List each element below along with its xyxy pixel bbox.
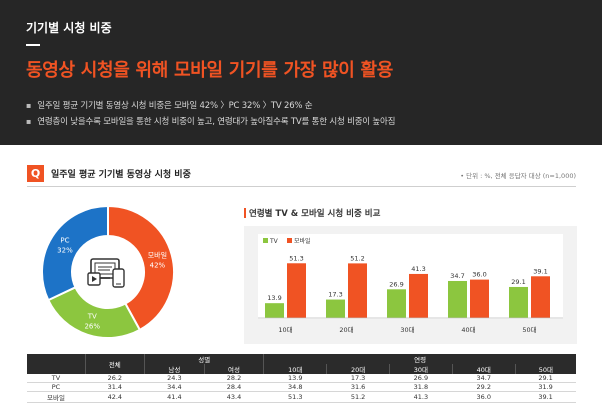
table-cell: 26.2 (85, 374, 145, 383)
bar-data-label: 51.2 (350, 254, 364, 262)
legend-swatch (263, 238, 268, 243)
legend-swatch (287, 238, 292, 243)
bar-tv (265, 303, 284, 318)
donut-slice-name: TV (87, 313, 97, 321)
table-cell: 34.8 (263, 382, 327, 392)
table-sub-header: 30대 (388, 364, 453, 374)
header-divider (26, 44, 40, 46)
x-tick-label: 30대 (400, 326, 414, 334)
bar-data-label: 13.9 (267, 294, 281, 302)
table-row-label: PC (27, 382, 85, 392)
question-badge: Q (27, 165, 44, 182)
donut-slice-0 (107, 204, 175, 332)
bar-tv (387, 289, 406, 318)
donut-slice-label: 32% (57, 247, 73, 255)
bar-data-label: 36.0 (472, 271, 486, 279)
table-cell: 31.4 (85, 382, 145, 392)
age-bar-chart: TV 모바일 13.9 51.3 10대 17.3 51.2 20대 26.9 41.3 30대 34… (244, 226, 577, 344)
table-cell: 31.8 (389, 382, 453, 392)
question-title: 일주일 평균 기기별 동영상 시청 비중 (51, 170, 191, 180)
table-sub-header-row: 남성 여성 10대 20대 30대 40대 50대 (27, 364, 576, 374)
table-row: PC 31.4 34.4 28.4 34.8 31.6 31.8 29.2 31.9 (27, 382, 576, 392)
table-cell: 29.2 (452, 382, 516, 392)
table-cell: 28.4 (204, 382, 264, 392)
table-cell: 29.1 (515, 374, 576, 383)
page-title: 동영상 시청을 위해 모바일 기기를 가장 많이 활용 (26, 60, 393, 81)
bar-mobile (409, 273, 428, 318)
table-cell: 31.9 (515, 382, 576, 392)
table-sub-header: 20대 (326, 364, 390, 374)
bar-data-label: 41.3 (411, 265, 425, 273)
table-cell: 36.0 (452, 391, 516, 403)
bar-mobile (348, 263, 367, 318)
bar-mobile (531, 276, 550, 318)
bar-data-label: 26.9 (389, 280, 403, 288)
section-divider (27, 186, 576, 187)
x-tick-label: 50대 (522, 326, 536, 334)
table-cell: 17.3 (326, 374, 390, 383)
table-cell: 41.3 (389, 391, 453, 403)
chart-title-marker (244, 208, 246, 218)
table-cell: 26.9 (389, 374, 453, 383)
devices-icon (87, 258, 125, 288)
share-table: 전체 성별 연령 남성 여성 10대 20대 30대 40대 50대 TV 26.… (27, 354, 576, 403)
unit-note: • 단위 : %, 전체 응답자 대상 (n=1,000) (460, 172, 576, 180)
bar-tv (448, 280, 467, 318)
legend-label: 모바일 (294, 237, 311, 245)
bar-tv (326, 299, 345, 318)
bar-data-label: 34.7 (450, 272, 464, 280)
x-tick-label: 10대 (278, 326, 292, 334)
table-cell: 42.4 (85, 391, 145, 403)
donut-slice-name: PC (60, 237, 69, 245)
table-sub-header: 40대 (451, 364, 516, 374)
donut-slice-2 (41, 204, 109, 302)
table-row-label: 모바일 (27, 391, 85, 403)
device-share-donut-chart: 모바일 42% TV 26% PC 32% (41, 204, 175, 339)
table-cell: 43.4 (204, 391, 264, 403)
bar-data-label: 51.3 (289, 254, 303, 262)
bar-mobile (470, 279, 489, 318)
summary-list: 일주일 평균 기기별 동영상 시청 비중은 모바일 42% 〉PC 32% 〉T… (26, 98, 395, 130)
x-tick-label: 20대 (339, 326, 353, 334)
bar-chart-title: 연령별 TV & 모바일 시청 비중 비교 (249, 209, 381, 219)
x-tick-label: 40대 (461, 326, 475, 334)
table-row-label: TV (27, 374, 85, 383)
table-group-header-row: 전체 성별 연령 (27, 354, 576, 374)
donut-slice-label: 26% (84, 323, 100, 331)
bar-data-label: 17.3 (328, 291, 342, 299)
bar-data-label: 39.1 (533, 267, 547, 275)
header-panel: 기기별 시청 비중 동영상 시청을 위해 모바일 기기를 가장 많이 활용 일주… (0, 0, 602, 145)
table-cell: 31.6 (326, 382, 390, 392)
table-cell: 39.1 (515, 391, 576, 403)
table-cell: 41.4 (144, 391, 205, 403)
summary-item: 연령층이 낮을수록 모바일을 통한 시청 비중이 높고, 연령대가 높아질수록 … (26, 114, 395, 130)
table-cell: 34.4 (144, 382, 205, 392)
table-cell: 24.3 (144, 374, 205, 383)
table-header-age: 연령 (263, 354, 576, 364)
section-label: 기기별 시청 비중 (26, 21, 112, 35)
table-cell: 13.9 (263, 374, 327, 383)
table-row: 모바일 42.4 41.4 43.4 51.3 51.2 41.3 36.0 39.1 (27, 391, 576, 403)
bar-data-label: 29.1 (511, 278, 525, 286)
bar-tv (509, 286, 528, 318)
table-sub-header: 여성 (203, 364, 264, 374)
legend-label: TV (269, 238, 279, 245)
table-cell: 51.2 (326, 391, 390, 403)
table-header-total: 전체 (84, 354, 145, 374)
table-cell: 51.3 (263, 391, 327, 403)
table-cell: 34.7 (452, 374, 516, 383)
table-header-gender: 성별 (144, 354, 264, 364)
table-cell: 28.2 (204, 374, 264, 383)
bar-mobile (287, 263, 306, 318)
donut-slice-name: 모바일 (148, 250, 167, 259)
table-sub-header: 남성 (144, 364, 205, 374)
table-corner (27, 354, 85, 374)
table-row: TV 26.2 24.3 28.2 13.9 17.3 26.9 34.7 29.1 (27, 374, 576, 383)
table-sub-header: 10대 (263, 364, 327, 374)
donut-slice-label: 42% (150, 261, 166, 269)
table-sub-header: 50대 (514, 364, 576, 374)
summary-item: 일주일 평균 기기별 동영상 시청 비중은 모바일 42% 〉PC 32% 〉T… (26, 98, 395, 114)
